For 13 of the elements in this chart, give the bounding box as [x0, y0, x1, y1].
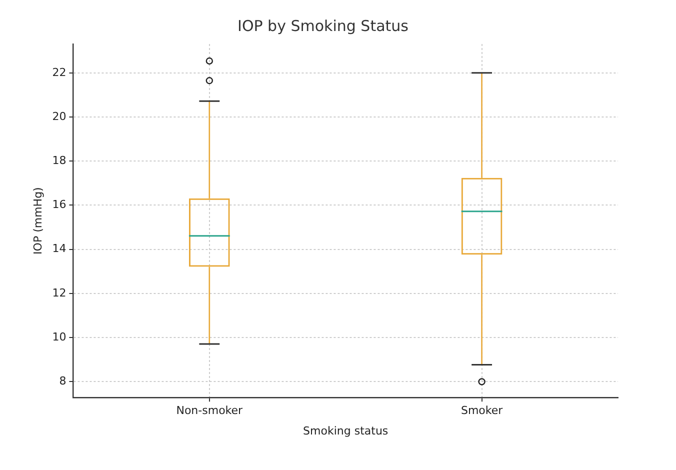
y-axis-title: IOP (mmHg)	[31, 187, 44, 254]
y-tick-label: 18	[52, 154, 66, 167]
y-tick-label: 14	[52, 242, 66, 256]
x-tick-label: Non-smoker	[176, 404, 244, 418]
y-tick-label: 22	[52, 66, 66, 79]
y-tick-label: 20	[52, 110, 66, 123]
y-tick-label: 10	[52, 330, 66, 344]
x-axis-title: Smoking status	[303, 424, 388, 438]
y-tick-label: 16	[52, 198, 66, 212]
chart-title: IOP by Smoking Status	[238, 16, 409, 35]
x-tick-label: Smoker	[460, 404, 504, 418]
y-tick-label: 12	[52, 286, 66, 300]
y-tick-label: 8	[59, 374, 66, 388]
